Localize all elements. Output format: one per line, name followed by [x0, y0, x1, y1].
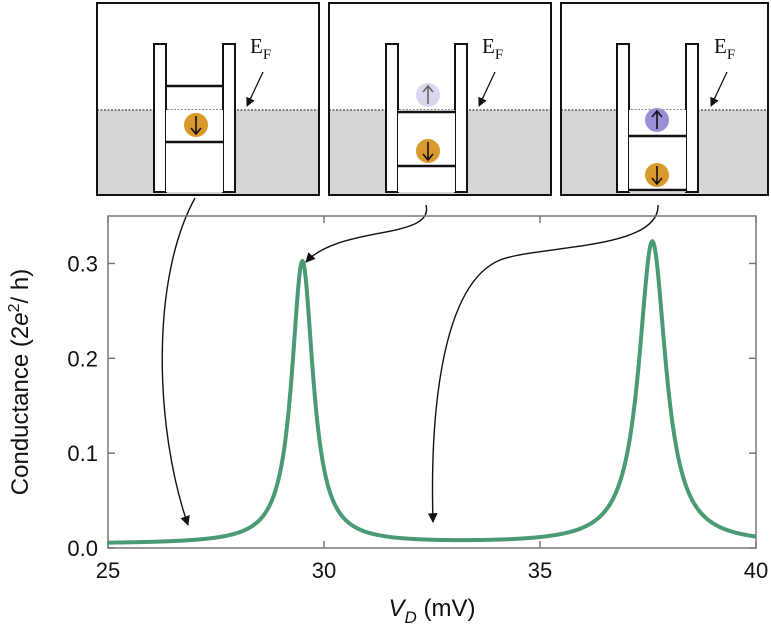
arrow-inset-right-to-valley [427, 204, 659, 523]
inset-left-frame [96, 2, 320, 196]
inset-left: EF [96, 2, 320, 196]
inset-right: EF [560, 2, 769, 196]
inset-left-ef-label: EF [250, 34, 271, 63]
x-tick-label: 25 [96, 558, 120, 583]
x-axis-ticks: 25 30 35 40 [96, 216, 768, 583]
arrow-inset-middle-to-peak [305, 204, 428, 263]
spin-down-arrow-icon-head [651, 177, 663, 186]
x-axis-label: VD (mV) [389, 595, 476, 627]
x-tick-label: 35 [528, 558, 552, 583]
inset-middle-barrier-right [454, 43, 468, 193]
y-axis-label: Conductance (2e2/ h) [6, 269, 34, 495]
spin-down-arrow-icon-head [422, 153, 434, 162]
y-axis-ticks: 0.0 0.1 0.2 0.3 [67, 251, 756, 561]
inset-middle-ef-pointer [478, 71, 496, 107]
x-tick-label: 30 [312, 558, 336, 583]
inset-middle-barrier-left [385, 43, 399, 193]
y-tick-label: 0.0 [67, 536, 98, 561]
inset-right-barrier-right [685, 43, 699, 193]
inset-middle: EF [328, 2, 552, 196]
inset-right-barrier-left [616, 43, 630, 193]
y-tick-label: 0.2 [67, 346, 98, 371]
arrow-inset-left-to-valley [161, 197, 196, 526]
spin-up-arrow-icon-head [651, 109, 663, 118]
inset-right-frame [560, 2, 769, 196]
plot-frame [107, 215, 757, 549]
y-tick-label: 0.1 [67, 441, 98, 466]
inset-right-ef-pointer [710, 71, 728, 107]
spin-down-arrow-icon-head [190, 127, 202, 136]
inset-right-ef-label: EF [714, 34, 735, 63]
inset-middle-frame [328, 2, 552, 196]
inset-left-barrier-left [153, 43, 167, 193]
chart: 25 30 35 40 0.0 0.1 0.2 0.3 VD (mV) Conductanc… [6, 215, 768, 627]
inset-left-ef-pointer [246, 71, 264, 107]
spin-up-arrow-icon-head [422, 84, 434, 93]
inset-middle-ef-label: EF [482, 34, 503, 63]
x-tick-label: 40 [744, 558, 768, 583]
inset-left-barrier-right [222, 43, 236, 193]
conductance-series-line [107, 239, 757, 545]
y-tick-label: 0.3 [67, 251, 98, 276]
